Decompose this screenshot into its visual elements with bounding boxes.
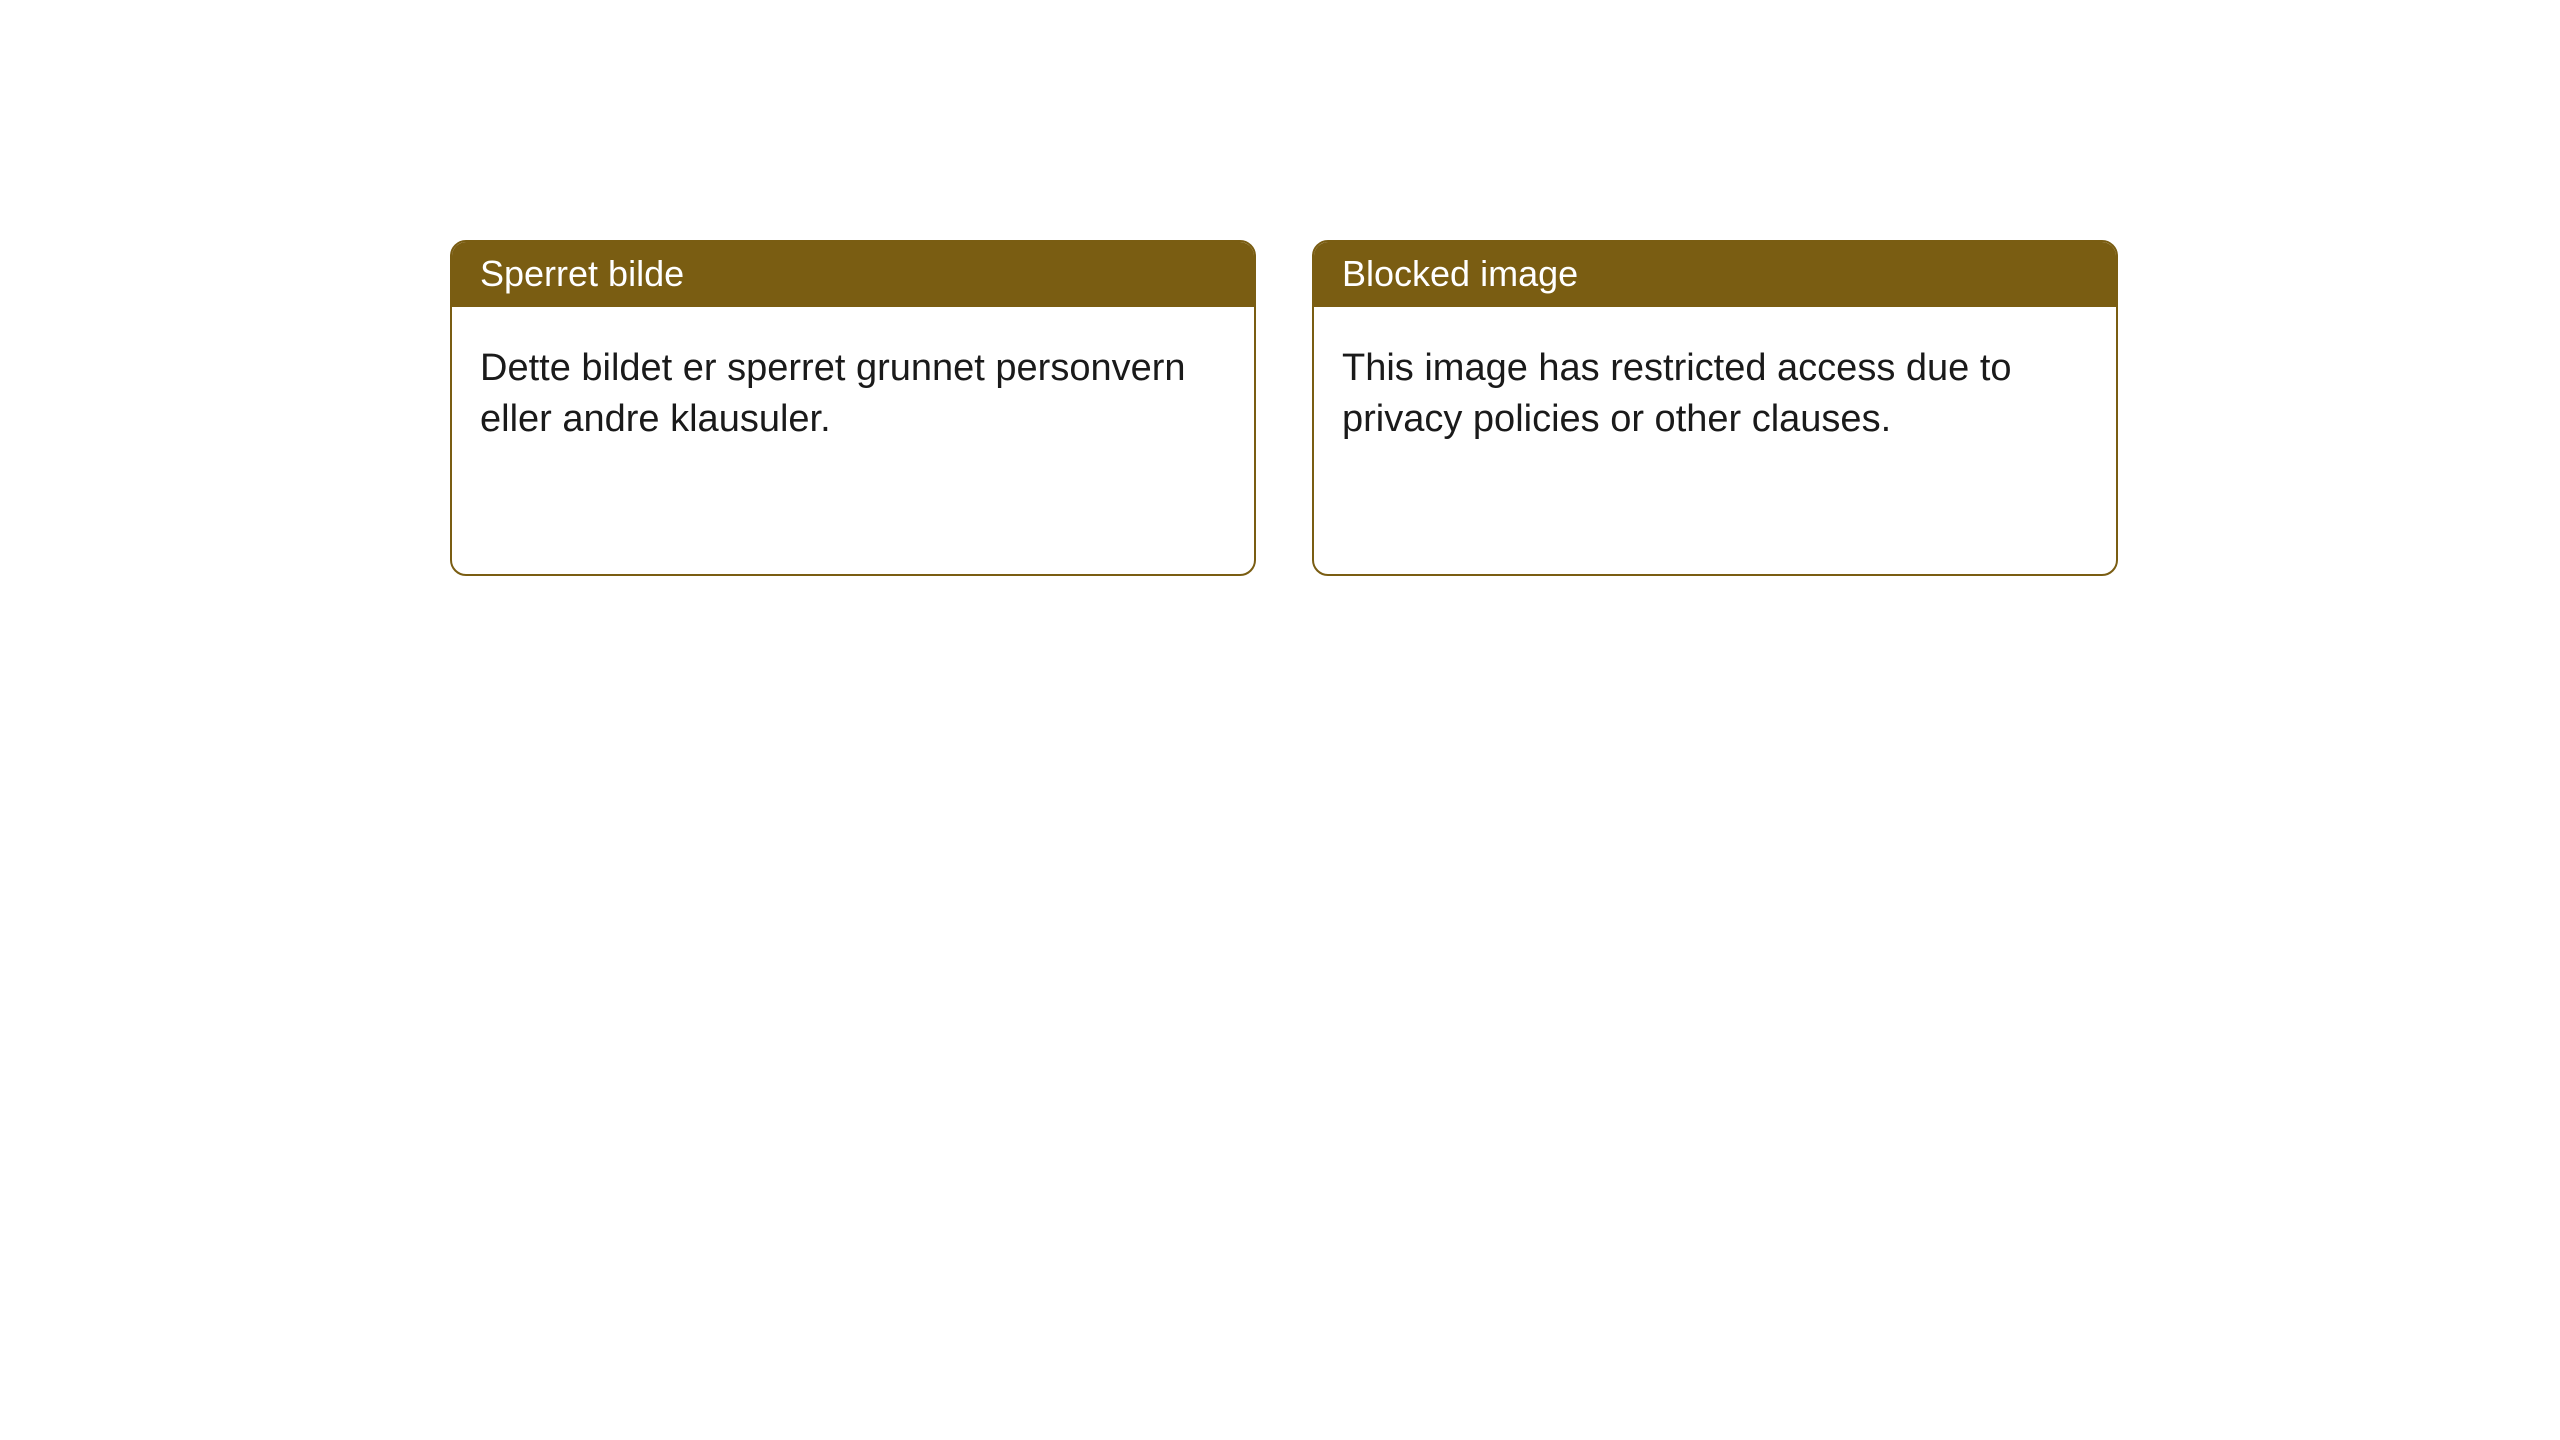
card-body: This image has restricted access due to …: [1314, 307, 2116, 474]
blocked-image-card-no: Sperret bilde Dette bildet er sperret gr…: [450, 240, 1256, 576]
notice-container: Sperret bilde Dette bildet er sperret gr…: [0, 0, 2560, 576]
blocked-image-card-en: Blocked image This image has restricted …: [1312, 240, 2118, 576]
card-body: Dette bildet er sperret grunnet personve…: [452, 307, 1254, 474]
card-title: Sperret bilde: [452, 242, 1254, 307]
card-title: Blocked image: [1314, 242, 2116, 307]
